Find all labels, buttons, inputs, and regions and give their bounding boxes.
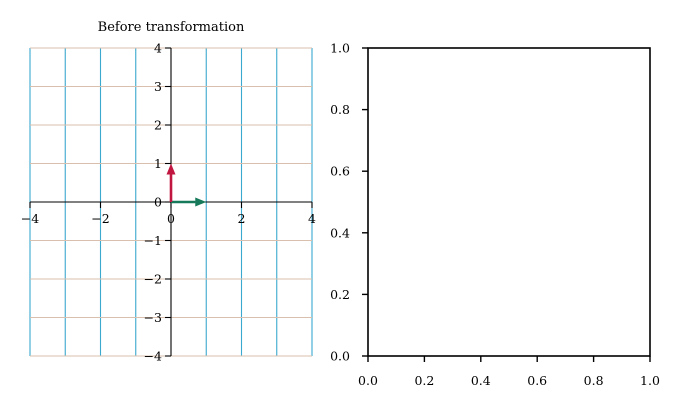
vector-arrowhead — [166, 163, 176, 175]
right-axes: 0.0 0.2 0.4 0.6 0.8 1.0 0.0 0.2 0.4 0.6 0.8 1.0 — [330, 41, 660, 389]
x-tick-label: 0.2 — [414, 373, 434, 388]
y-tick-label: 0.8 — [330, 102, 350, 117]
left-axes: Before transformation −4 −2 0 2 4 −4 −3 −2 −1 0 1… — [21, 20, 316, 364]
x-tick-label: 0 — [167, 211, 175, 226]
right-axes-x-ticks: 0.0 0.2 0.4 0.6 0.8 1.0 — [358, 356, 660, 388]
x-tick-label: 0.0 — [358, 373, 378, 388]
vector-arrowhead — [195, 197, 207, 207]
y-tick-label: −1 — [144, 233, 162, 248]
y-tick-label: −3 — [144, 310, 162, 325]
y-tick-label: 0.6 — [330, 164, 350, 179]
left-axes-vectors — [166, 163, 207, 207]
y-tick-label: 0.2 — [330, 287, 350, 302]
x-tick-label: 0.8 — [584, 373, 604, 388]
y-tick-label: 2 — [154, 118, 162, 133]
y-tick-label: 4 — [154, 41, 162, 56]
right-axes-y-ticks: 0.0 0.2 0.4 0.6 0.8 1.0 — [330, 41, 368, 364]
left-axes-title: Before transformation — [98, 20, 245, 35]
x-tick-label: 4 — [308, 211, 316, 226]
left-axes-x-ticks: −4 −2 0 2 4 — [21, 202, 316, 226]
x-tick-label: −2 — [91, 211, 109, 226]
y-tick-label: 1.0 — [330, 41, 350, 56]
x-tick-label: 0.6 — [527, 373, 547, 388]
y-tick-label: 1 — [154, 156, 162, 171]
y-tick-label: 3 — [154, 79, 162, 94]
x-tick-label: 2 — [238, 211, 246, 226]
x-tick-label: 1.0 — [640, 373, 660, 388]
x-tick-label: −4 — [21, 211, 39, 226]
y-tick-label: 0.0 — [330, 349, 350, 364]
y-tick-label: 0.4 — [330, 225, 350, 240]
y-tick-label: 0 — [154, 195, 162, 210]
y-tick-label: −2 — [144, 272, 162, 287]
x-tick-label: 0.4 — [471, 373, 491, 388]
y-tick-label: −4 — [144, 349, 162, 364]
right-axes-frame — [367, 47, 651, 357]
